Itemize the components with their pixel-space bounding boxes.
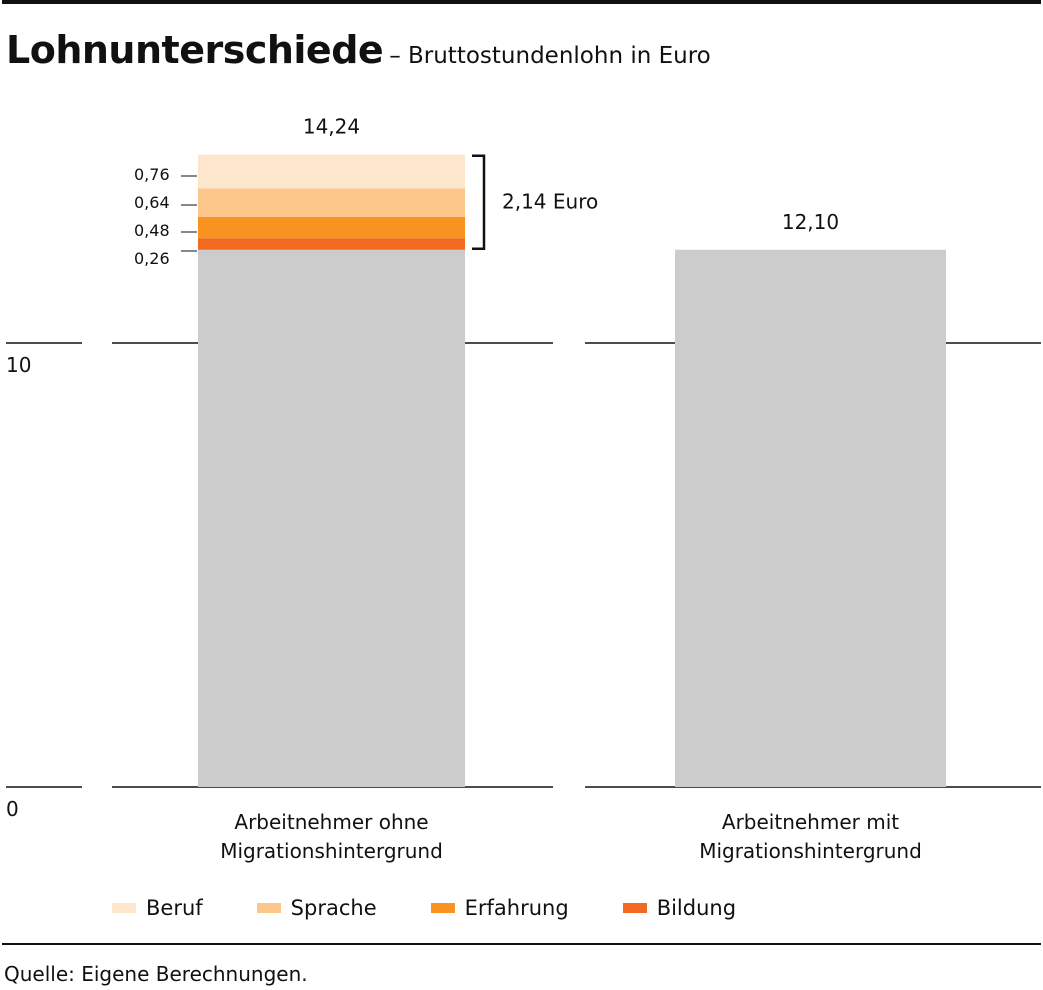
chart-area: 0 10 0,26 0,48 0,64 0,76 2,14 Euro 14,24 Arbeitn… xyxy=(6,115,1041,863)
legend-item-sprache: Sprache xyxy=(256,896,377,920)
legend-label-sprache: Sprache xyxy=(290,896,377,920)
bar-base-0 xyxy=(198,249,465,787)
gap-bracket xyxy=(472,154,486,251)
legend-label-bildung: Bildung xyxy=(656,896,737,920)
bar-segment-beruf xyxy=(198,154,465,189)
bar-segment-bildung xyxy=(198,238,465,250)
chart-subtitle: – Bruttostundenlohn in Euro xyxy=(389,43,711,69)
legend-label-erfahrung: Erfahrung xyxy=(464,896,569,920)
source-note: Quelle: Eigene Berechnungen. xyxy=(4,962,308,986)
legend-item-beruf: Beruf xyxy=(112,896,203,920)
legend-item-bildung: Bildung xyxy=(622,896,737,920)
top-rule xyxy=(2,0,1041,4)
category-label-0-1: Migrationshintergrund xyxy=(220,839,443,863)
segment-label-bildung: 0,26 xyxy=(134,249,170,268)
y-tick-label-0: 0 xyxy=(6,797,19,821)
category-label-0-0: Arbeitnehmer ohne xyxy=(234,810,428,834)
legend-swatch-sprache xyxy=(256,903,281,913)
legend-swatch-bildung xyxy=(622,903,647,913)
legend-item-erfahrung: Erfahrung xyxy=(430,896,569,920)
bar-total-label-0: 14,24 xyxy=(303,115,360,139)
category-label-1-1: Migrationshintergrund xyxy=(699,839,922,863)
y-tick-label-10: 10 xyxy=(6,353,31,377)
segment-label-sprache: 0,64 xyxy=(134,193,170,212)
bar-base-1 xyxy=(675,249,946,787)
legend-label-beruf: Beruf xyxy=(146,896,203,920)
segment-label-beruf: 0,76 xyxy=(134,165,170,184)
gap-label: 2,14 Euro xyxy=(502,189,598,213)
bottom-rule xyxy=(2,943,1041,945)
category-label-1-0: Arbeitnehmer mit xyxy=(722,810,899,834)
title-row: Lohnunterschiede – Bruttostundenlohn in E… xyxy=(6,28,711,72)
legend-swatch-erfahrung xyxy=(430,903,455,913)
bar-segment-sprache xyxy=(198,188,465,217)
legend: Beruf Sprache Erfahrung Bildung xyxy=(112,896,790,920)
legend-swatch-beruf xyxy=(112,903,136,913)
bar-segment-erfahrung xyxy=(198,216,465,239)
segment-label-erfahrung: 0,48 xyxy=(134,221,170,240)
bar-total-label-1: 12,10 xyxy=(782,210,839,234)
chart-title: Lohnunterschiede xyxy=(6,28,384,72)
